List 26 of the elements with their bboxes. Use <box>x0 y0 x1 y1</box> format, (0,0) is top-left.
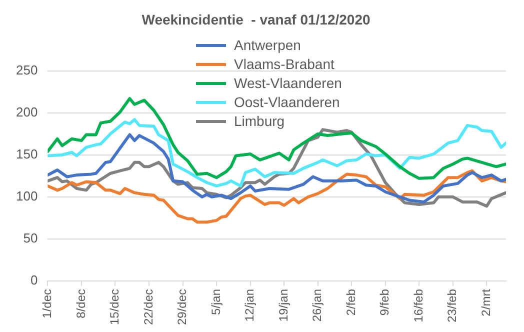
x-tick-label: 2/feb <box>344 288 358 316</box>
x-tick-label: 22/dec <box>141 288 156 325</box>
y-tick-label: 0 <box>30 272 38 288</box>
x-tick-label: 2/mrt <box>479 288 494 316</box>
y-tick-label: 150 <box>16 146 38 162</box>
y-tick-label: 200 <box>16 104 38 120</box>
x-tick-label: 19/jan <box>276 288 290 322</box>
legend-label: Oost-Vlaanderen <box>234 93 340 112</box>
x-tick-label: 16/feb <box>411 288 426 322</box>
x-tick-label: 8/dec <box>74 288 88 318</box>
x-tick-label: 12/jan <box>242 288 257 322</box>
chart-title: Weekincidentie - vanaf 01/12/2020 <box>142 11 370 28</box>
x-tick-label: 1/dec <box>40 288 54 318</box>
y-tick-label: 250 <box>16 62 38 78</box>
legend-label: Vlaams-Brabant <box>234 55 334 74</box>
legend-label: Antwerpen <box>234 36 301 55</box>
legend-label: Limburg <box>234 112 285 131</box>
x-tick-label: 5/jan <box>208 288 223 315</box>
x-tick-label: 29/dec <box>175 288 190 325</box>
x-tick-label: 23/feb <box>445 288 460 322</box>
y-tick-label: 100 <box>16 188 38 204</box>
x-tick-label: 26/jan <box>310 288 324 322</box>
x-tick-label: 9/feb <box>378 288 392 316</box>
y-tick-label: 50 <box>23 230 38 246</box>
x-tick-label: 15/dec <box>108 288 122 325</box>
legend-label: West-Vlaanderen <box>234 74 342 93</box>
